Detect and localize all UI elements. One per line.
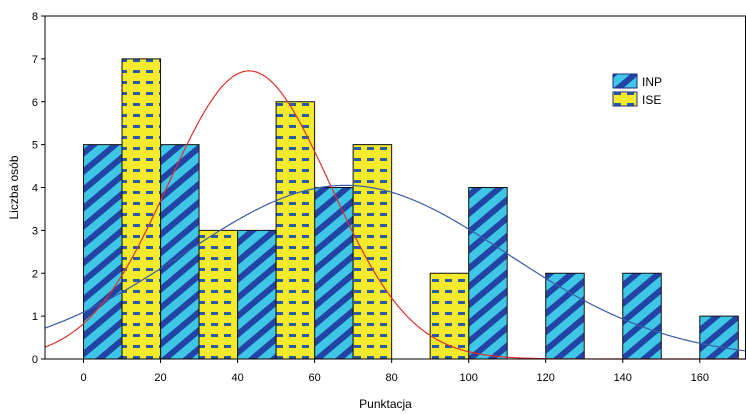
x-tick-label: 60 — [308, 372, 320, 384]
bar-ise-3 — [352, 144, 393, 360]
bar-inp-4 — [468, 187, 508, 360]
legend-swatch-inp — [612, 73, 638, 89]
bar-ise-0 — [121, 58, 162, 360]
bar-inp-0 — [83, 144, 123, 360]
x-tick-label: 40 — [231, 372, 243, 384]
x-tick-label: 100 — [460, 372, 478, 384]
y-tick-label: 5 — [32, 140, 38, 152]
bar-inp-3 — [314, 187, 354, 360]
bar-inp-2 — [237, 229, 277, 360]
legend-label-ise: ISE — [642, 93, 661, 107]
y-tick-label: 4 — [32, 183, 38, 195]
x-tick-label: 20 — [154, 372, 166, 384]
y-axis-ticks: 0 1 2 3 4 5 6 7 8 — [32, 11, 45, 366]
bar-inp-1 — [160, 144, 200, 360]
y-tick-label: 2 — [32, 268, 38, 280]
x-axis-label: Punktacja — [359, 397, 412, 411]
x-tick-label: 160 — [691, 372, 709, 384]
legend-label-inp: INP — [642, 75, 662, 89]
y-tick-label: 8 — [32, 11, 38, 23]
y-tick-label: 1 — [32, 311, 38, 323]
y-tick-label: 0 — [32, 354, 38, 366]
legend-swatch-ise — [612, 91, 638, 107]
bar-inp-7 — [699, 315, 739, 360]
y-tick-label: 3 — [32, 225, 38, 237]
y-tick-label: 7 — [32, 54, 38, 66]
fit-curve-inp — [44, 184, 746, 352]
bar-inp-5 — [545, 272, 585, 360]
bar-ise-1 — [198, 229, 239, 360]
x-tick-label: 120 — [537, 372, 555, 384]
legend: INP ISE — [612, 73, 662, 107]
y-tick-label: 6 — [32, 97, 38, 109]
bar-ise-2 — [275, 101, 316, 360]
bar-inp-6 — [622, 272, 662, 360]
x-tick-label: 0 — [80, 372, 86, 384]
x-tick-label: 140 — [614, 372, 632, 384]
x-tick-label: 80 — [386, 372, 398, 384]
x-axis-ticks: 0 20 40 60 80 100 120 140 160 — [80, 359, 709, 384]
bar-ise-4 — [429, 272, 470, 360]
y-axis-label: Liczba osób — [7, 155, 21, 219]
bars-layer — [83, 58, 739, 360]
